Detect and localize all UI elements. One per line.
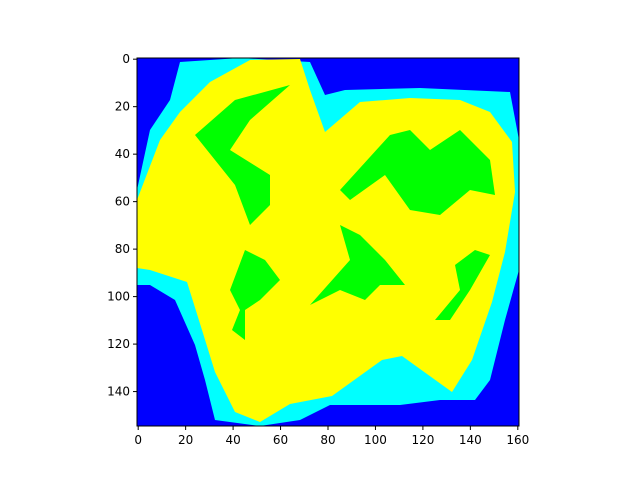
y-tick-label: 140 — [107, 385, 130, 399]
x-tick-label: 40 — [225, 433, 240, 447]
y-tick-label: 120 — [107, 337, 130, 351]
green-regions — [195, 85, 495, 340]
x-tick-label: 60 — [273, 433, 288, 447]
y-tick-label: 20 — [115, 100, 130, 114]
x-tick-label: 160 — [506, 433, 529, 447]
y-tick-label: 100 — [107, 290, 130, 304]
x-tick-label: 140 — [459, 433, 482, 447]
x-tick-label: 120 — [411, 433, 434, 447]
image — [137, 58, 519, 426]
y-tick-label: 60 — [115, 195, 130, 209]
x-tick-label: 80 — [320, 433, 335, 447]
x-tick-label: 20 — [178, 433, 193, 447]
x-tick-label: 100 — [364, 433, 387, 447]
y-tick-label: 0 — [122, 52, 130, 66]
x-tick-label: 0 — [134, 433, 142, 447]
y-tick-label: 40 — [115, 147, 130, 161]
y-tick-label: 80 — [115, 242, 130, 256]
